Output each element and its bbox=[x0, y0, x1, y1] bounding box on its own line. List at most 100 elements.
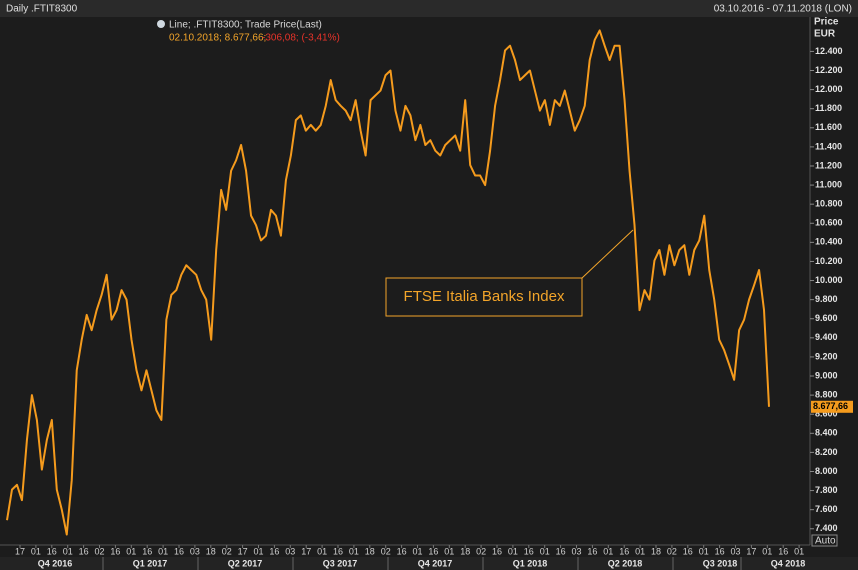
x-tick-label: 16 bbox=[778, 546, 788, 556]
x-tick-label: 16 bbox=[683, 546, 693, 556]
last-price-flag bbox=[811, 400, 853, 413]
quarter-label: Q3 2018 bbox=[703, 558, 738, 568]
x-tick-label: 18 bbox=[206, 546, 216, 556]
quarter-label: Q1 2017 bbox=[133, 558, 168, 568]
x-tick-label: 01 bbox=[158, 546, 168, 556]
y-tick-label: 12.000 bbox=[815, 84, 843, 94]
x-tick-label: 01 bbox=[63, 546, 73, 556]
y-tick-label: 8.400 bbox=[815, 428, 838, 438]
x-tick-label: 02 bbox=[381, 546, 391, 556]
annotation-box[interactable] bbox=[385, 277, 583, 317]
x-tick-label: 16 bbox=[556, 546, 566, 556]
x-tick-label: 16 bbox=[142, 546, 152, 556]
x-tick-label: 03 bbox=[730, 546, 740, 556]
x-tick-label: 01 bbox=[317, 546, 327, 556]
x-tick-label: 16 bbox=[333, 546, 343, 556]
y-tick-label: 7.600 bbox=[815, 504, 838, 514]
header-bar bbox=[0, 0, 858, 17]
x-tick-label: 01 bbox=[349, 546, 359, 556]
x-tick-label: 01 bbox=[126, 546, 136, 556]
legend-change: -306,08; (-3,41%) bbox=[262, 33, 340, 44]
quarter-label: Q1 2018 bbox=[513, 558, 548, 568]
quarter-label: Q4 2017 bbox=[418, 558, 453, 568]
x-tick-label: 16 bbox=[79, 546, 89, 556]
x-tick-label: 18 bbox=[460, 546, 470, 556]
y-tick-label: 10.600 bbox=[815, 218, 843, 228]
y-tick-label: 11.400 bbox=[815, 141, 842, 151]
x-tick-label: 17 bbox=[746, 546, 756, 556]
y-tick-label: 12.200 bbox=[815, 65, 843, 75]
x-tick-label: 01 bbox=[540, 546, 550, 556]
y-tick-label: 7.800 bbox=[815, 485, 838, 495]
x-tick-label: 16 bbox=[524, 546, 534, 556]
quarter-label: Q2 2017 bbox=[228, 558, 263, 568]
y-tick-label: 12.400 bbox=[815, 46, 843, 56]
legend-quote: 02.10.2018; 8.677,66; bbox=[169, 33, 266, 44]
x-tick-label: 16 bbox=[397, 546, 407, 556]
x-tick-label: 01 bbox=[635, 546, 645, 556]
scale-mode-button[interactable] bbox=[811, 534, 838, 547]
y-tick-label: 10.000 bbox=[815, 275, 843, 285]
y-unit: EUR bbox=[814, 29, 836, 40]
price-line bbox=[6, 29, 770, 536]
x-tick-label: 03 bbox=[571, 546, 581, 556]
x-tick-label: 01 bbox=[444, 546, 454, 556]
date-range: 03.10.2016 - 07.11.2018 (LON) bbox=[714, 4, 852, 15]
x-tick-label: 18 bbox=[365, 546, 375, 556]
x-tick-label: 02 bbox=[476, 546, 486, 556]
x-tick-label: 16 bbox=[174, 546, 184, 556]
x-tick-label: 16 bbox=[715, 546, 725, 556]
x-tick-label: 01 bbox=[508, 546, 518, 556]
scale-mode[interactable]: Auto bbox=[815, 536, 836, 547]
x-tick-label: 17 bbox=[301, 546, 311, 556]
y-tick-label: 10.800 bbox=[815, 199, 843, 209]
x-tick-label: 01 bbox=[253, 546, 263, 556]
legend-icon[interactable] bbox=[157, 20, 165, 28]
x-tick-label: 01 bbox=[31, 546, 41, 556]
y-tick-label: 10.400 bbox=[815, 237, 843, 247]
quarter-band bbox=[0, 557, 858, 570]
quarter-label: Q2 2018 bbox=[608, 558, 643, 568]
x-tick-label: 01 bbox=[603, 546, 613, 556]
x-tick-label: 02 bbox=[222, 546, 232, 556]
y-tick-label: 8.200 bbox=[815, 447, 838, 457]
y-tick-label: 9.000 bbox=[815, 370, 838, 380]
x-tick-label: 01 bbox=[762, 546, 772, 556]
x-tick-label: 16 bbox=[587, 546, 597, 556]
last-price-label: 8.677,66 bbox=[813, 401, 848, 411]
x-tick-label: 18 bbox=[651, 546, 661, 556]
annotation: FTSE Italia Banks Index bbox=[404, 288, 565, 305]
x-tick-label: 16 bbox=[428, 546, 438, 556]
y-tick-label: 8.600 bbox=[815, 409, 838, 419]
x-tick-label: 02 bbox=[667, 546, 677, 556]
y-tick-label: 11.200 bbox=[815, 160, 842, 170]
y-label: Price bbox=[814, 17, 839, 28]
x-tick-label: 16 bbox=[47, 546, 57, 556]
x-tick-label: 17 bbox=[15, 546, 25, 556]
quarter-label: Q4 2016 bbox=[38, 558, 73, 568]
y-tick-label: 9.600 bbox=[815, 313, 838, 323]
chart-title: Daily .FTIT8300 bbox=[6, 4, 78, 15]
x-tick-label: 02 bbox=[94, 546, 104, 556]
x-tick-label: 16 bbox=[110, 546, 120, 556]
x-tick-label: 03 bbox=[285, 546, 295, 556]
y-tick-label: 10.200 bbox=[815, 256, 843, 266]
x-tick-label: 01 bbox=[699, 546, 709, 556]
quarter-label: Q3 2017 bbox=[323, 558, 358, 568]
x-tick-label: 16 bbox=[619, 546, 629, 556]
x-tick-label: 16 bbox=[269, 546, 279, 556]
y-tick-label: 8.000 bbox=[815, 466, 838, 476]
x-tick-label: 01 bbox=[794, 546, 804, 556]
y-tick-label: 11.600 bbox=[815, 122, 842, 132]
y-tick-label: 9.200 bbox=[815, 351, 838, 361]
x-tick-label: 16 bbox=[492, 546, 502, 556]
y-tick-label: 7.400 bbox=[815, 523, 838, 533]
x-tick-label: 01 bbox=[412, 546, 422, 556]
y-tick-label: 11.800 bbox=[815, 103, 842, 113]
y-tick-label: 9.400 bbox=[815, 332, 838, 342]
legend-entry[interactable]: Line; .FTIT8300; Trade Price(Last) bbox=[169, 20, 322, 31]
y-tick-label: 9.800 bbox=[815, 294, 838, 304]
x-tick-label: 17 bbox=[238, 546, 248, 556]
